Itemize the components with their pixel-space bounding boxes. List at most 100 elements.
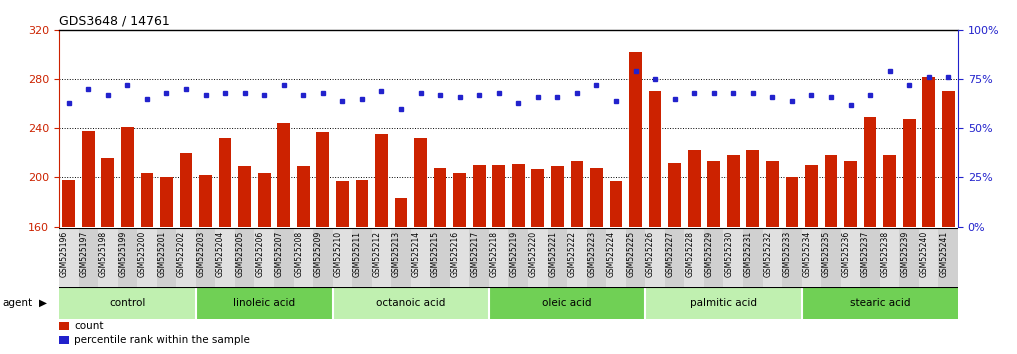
Bar <box>547 228 567 287</box>
Bar <box>433 167 446 354</box>
Text: GSM525211: GSM525211 <box>353 231 362 277</box>
Text: GSM525221: GSM525221 <box>548 231 557 277</box>
Bar <box>180 153 192 354</box>
Bar <box>863 117 877 354</box>
Text: agent: agent <box>2 298 33 308</box>
Text: GSM525202: GSM525202 <box>177 231 186 277</box>
Bar <box>723 228 743 287</box>
Text: GSM525196: GSM525196 <box>60 231 69 277</box>
Text: count: count <box>74 321 104 331</box>
Bar <box>919 228 939 287</box>
Bar <box>430 228 450 287</box>
Bar <box>766 161 779 354</box>
Bar <box>160 177 173 354</box>
Bar <box>665 228 684 287</box>
Bar <box>392 228 411 287</box>
Text: GSM525197: GSM525197 <box>79 231 88 277</box>
Bar <box>532 169 544 354</box>
Text: GSM525210: GSM525210 <box>334 231 343 277</box>
Bar <box>333 228 352 287</box>
Bar <box>278 124 290 354</box>
Bar <box>528 228 547 287</box>
Text: GSM525215: GSM525215 <box>431 231 440 277</box>
Bar <box>821 228 841 287</box>
Bar <box>375 135 387 354</box>
Bar <box>219 138 232 354</box>
Bar <box>274 228 294 287</box>
Text: GSM525237: GSM525237 <box>861 231 871 277</box>
Text: GSM525227: GSM525227 <box>665 231 674 277</box>
Text: GSM525209: GSM525209 <box>314 231 322 277</box>
Bar <box>630 52 642 354</box>
Text: GSM525199: GSM525199 <box>118 231 127 277</box>
Bar <box>102 158 114 354</box>
Bar <box>371 228 392 287</box>
Bar <box>625 228 646 287</box>
Text: GSM525241: GSM525241 <box>940 231 948 277</box>
Bar <box>922 77 935 354</box>
Bar <box>235 228 254 287</box>
Bar <box>196 228 216 287</box>
Bar <box>727 155 739 354</box>
Bar <box>801 228 821 287</box>
Bar <box>687 150 701 354</box>
Text: GSM525226: GSM525226 <box>646 231 655 277</box>
Text: GSM525212: GSM525212 <box>372 231 381 277</box>
Bar <box>395 198 408 354</box>
Bar <box>801 287 958 319</box>
Bar <box>238 166 251 354</box>
Bar <box>59 322 69 330</box>
Bar <box>137 228 157 287</box>
Text: GSM525224: GSM525224 <box>607 231 616 277</box>
Text: GSM525205: GSM525205 <box>236 231 245 277</box>
Text: oleic acid: oleic acid <box>542 298 592 308</box>
Text: control: control <box>109 298 145 308</box>
Bar <box>176 228 196 287</box>
Bar <box>606 228 625 287</box>
Bar <box>59 287 196 319</box>
Bar <box>551 166 563 354</box>
Bar <box>880 228 899 287</box>
Bar <box>78 228 98 287</box>
Bar <box>743 228 763 287</box>
Bar <box>62 180 75 354</box>
Text: palmitic acid: palmitic acid <box>690 298 757 308</box>
Bar <box>860 228 880 287</box>
Text: GSM525207: GSM525207 <box>275 231 284 277</box>
Text: GSM525219: GSM525219 <box>510 231 519 277</box>
Text: GSM525238: GSM525238 <box>881 231 890 277</box>
Bar <box>646 228 665 287</box>
Bar <box>567 228 587 287</box>
Text: GSM525240: GSM525240 <box>919 231 929 277</box>
Bar <box>746 150 759 354</box>
Bar <box>352 228 371 287</box>
Bar <box>333 287 489 319</box>
Bar <box>704 228 723 287</box>
Bar <box>316 132 330 354</box>
Bar <box>414 138 427 354</box>
Bar <box>356 180 368 354</box>
Bar <box>512 164 525 354</box>
Bar <box>609 181 622 354</box>
Bar <box>805 165 818 354</box>
Bar <box>942 91 955 354</box>
Text: GSM525213: GSM525213 <box>392 231 401 277</box>
Bar <box>571 161 584 354</box>
Bar <box>59 336 69 344</box>
Text: GSM525228: GSM525228 <box>685 231 695 277</box>
Bar <box>470 228 489 287</box>
Bar <box>121 127 134 354</box>
Bar <box>590 167 603 354</box>
Text: GSM525203: GSM525203 <box>196 231 205 277</box>
Bar <box>489 287 646 319</box>
Text: GDS3648 / 14761: GDS3648 / 14761 <box>59 14 170 27</box>
Text: GSM525233: GSM525233 <box>783 231 792 277</box>
Text: GSM525222: GSM525222 <box>567 231 577 277</box>
Text: ▶: ▶ <box>39 298 47 308</box>
Bar <box>258 172 271 354</box>
Bar <box>883 155 896 354</box>
Bar <box>903 119 915 354</box>
Bar <box>668 163 681 354</box>
Bar <box>411 228 430 287</box>
Bar <box>313 228 333 287</box>
